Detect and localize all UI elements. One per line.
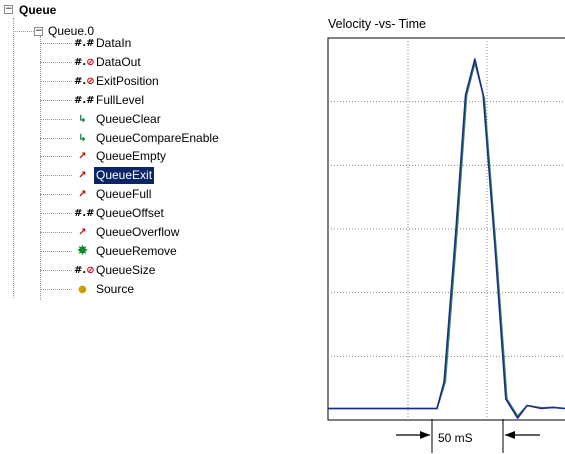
pulse-command-icon: ↳ bbox=[78, 132, 87, 144]
time-marker-label: 50 mS bbox=[438, 431, 473, 445]
tree-child-label: Queue.0 bbox=[48, 24, 95, 38]
arrow-right-icon bbox=[420, 431, 430, 439]
arrow-left-icon bbox=[505, 431, 515, 439]
tree-connector bbox=[40, 250, 72, 252]
tree-connector bbox=[40, 99, 72, 101]
tree-connector bbox=[40, 118, 72, 120]
tree-connector bbox=[40, 36, 41, 300]
collapse-minus-icon[interactable]: − bbox=[4, 4, 13, 14]
tree-connector bbox=[40, 232, 72, 233]
numeric-tag-noaccess-icon: #.⊘ bbox=[74, 75, 95, 87]
tree-connector bbox=[40, 288, 72, 290]
tree-item-label: QueueOverflow bbox=[96, 225, 180, 239]
tree-item-label: QueueCompareEnable bbox=[96, 130, 219, 145]
collapse-minus-icon[interactable]: − bbox=[34, 26, 43, 36]
tree-root-label: Queue bbox=[19, 3, 57, 17]
velocity-trace-line bbox=[328, 58, 565, 419]
numeric-tag-noaccess-icon: #.⊘ bbox=[74, 56, 95, 68]
tree-connector bbox=[40, 213, 72, 215]
tree-child-node[interactable]: Queue.0 bbox=[48, 23, 94, 40]
tree-item-label: FullLevel bbox=[96, 92, 145, 107]
numeric-tag-icon: #.# bbox=[74, 94, 95, 106]
numeric-tag-icon: #.# bbox=[74, 208, 95, 220]
tree-item-label: DataOut bbox=[96, 54, 141, 69]
tree-connector bbox=[40, 43, 72, 44]
tree-connector bbox=[40, 175, 72, 177]
source-pointer-icon: ● bbox=[78, 283, 87, 295]
tree-connector bbox=[40, 156, 72, 158]
tag-tree: − Queue − Queue.0 #.# DataIn #.⊘ DataOut #.⊘… bbox=[4, 2, 219, 300]
tree-item-label: DataIn bbox=[96, 36, 132, 50]
status-bit-icon: ↗ bbox=[78, 189, 87, 201]
tree-connector bbox=[40, 137, 72, 139]
tree-item-label: QueueClear bbox=[96, 111, 161, 126]
tree-item-label: QueueExit bbox=[94, 167, 155, 185]
chart-title: Velocity -vs- Time bbox=[328, 17, 426, 31]
tree-item-label: QueueRemove bbox=[96, 243, 177, 258]
tree-root-node[interactable]: Queue bbox=[19, 2, 56, 19]
numeric-tag-noaccess-icon: #.⊘ bbox=[74, 264, 95, 276]
status-bit-icon: ↗ bbox=[78, 170, 87, 182]
numeric-tag-icon: #.# bbox=[74, 38, 95, 49]
status-bit-icon: ↗ bbox=[78, 227, 87, 238]
pulse-command-icon: ↳ bbox=[78, 113, 87, 125]
tree-item-label: QueueEmpty bbox=[96, 149, 167, 164]
status-bit-icon: ↗ bbox=[78, 151, 87, 163]
tree-connector bbox=[13, 18, 14, 298]
tree-connector bbox=[40, 80, 72, 82]
tree-item-label: QueueSize bbox=[96, 262, 156, 277]
tree-connector bbox=[40, 194, 72, 196]
action-star-icon: ✸ bbox=[76, 242, 89, 259]
tree-item-label: QueueOffset bbox=[96, 206, 164, 221]
tree-item-label: QueueFull bbox=[96, 187, 152, 202]
tree-connector bbox=[40, 269, 72, 271]
tree-item-label: Source bbox=[96, 281, 135, 296]
tree-connector bbox=[13, 31, 34, 32]
tree-connector bbox=[40, 61, 72, 63]
tree-item-label: ExitPosition bbox=[96, 73, 159, 88]
